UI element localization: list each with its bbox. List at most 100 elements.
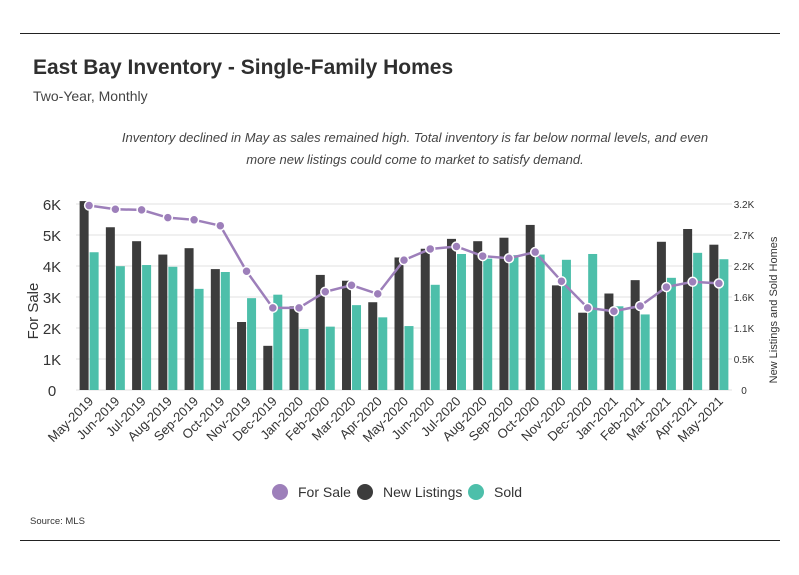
new-listings-bar: [210, 269, 220, 390]
new-listings-bar: [446, 238, 456, 390]
sold-bar: [168, 266, 178, 390]
new-listings-bar: [683, 228, 693, 390]
sold-bar: [614, 306, 624, 390]
sold-bar: [115, 266, 125, 390]
legend-label: New Listings: [383, 484, 462, 500]
for-sale-point: [687, 276, 698, 288]
sold-bar: [509, 255, 519, 390]
sold-bar: [588, 253, 598, 390]
new-listings-bar: [604, 293, 614, 390]
right-axis-label: New Listings and Sold Homes: [768, 236, 780, 383]
legend: For Sale New Listings Sold: [272, 484, 522, 500]
legend-label: Sold: [494, 484, 522, 500]
for-sale-point: [424, 243, 436, 255]
left-tick-label: 0: [48, 383, 56, 400]
new-listings-bar: [289, 306, 299, 390]
for-sale-point: [634, 300, 646, 312]
chart-subtitle: Two-Year, Monthly: [33, 88, 148, 104]
for-sale-point: [451, 241, 462, 252]
for-sale-point: [398, 254, 410, 266]
right-tick-label: 0.5K: [734, 355, 755, 366]
sold-bar: [483, 258, 493, 390]
sold-bar: [430, 284, 440, 390]
for-sale-point: [320, 286, 331, 297]
source-note: Source: MLS: [30, 516, 85, 527]
new-listings-bar: [237, 321, 247, 390]
for-sale-point: [529, 246, 541, 258]
for-sale-point: [293, 302, 305, 314]
new-listings-bar: [184, 248, 194, 390]
new-listings-bar: [105, 227, 115, 390]
legend-swatch: [357, 484, 373, 500]
left-tick-label: 5K: [43, 228, 61, 245]
new-listings-bar: [132, 241, 142, 390]
sold-bar: [404, 326, 414, 390]
sold-bar: [220, 272, 230, 390]
new-listings-bar: [525, 224, 535, 390]
new-listings-bar: [499, 237, 509, 390]
legend-swatch: [468, 484, 484, 500]
sold-bar: [247, 298, 257, 390]
new-listings-bar: [709, 244, 719, 390]
for-sale-point: [110, 204, 121, 215]
sold-bar: [666, 277, 676, 390]
bars: [79, 201, 729, 390]
for-sale-point: [582, 302, 593, 314]
sold-bar: [693, 252, 703, 390]
for-sale-point: [661, 281, 672, 293]
new-listings-bar: [79, 201, 89, 390]
sold-bar: [142, 265, 152, 390]
for-sale-line: [83, 200, 725, 317]
right-tick-label: 3.2K: [734, 200, 755, 211]
new-listings-bar: [578, 312, 588, 390]
right-tick-label: 1.6K: [734, 293, 755, 304]
sold-bar: [535, 254, 545, 390]
new-listings-bar: [342, 280, 352, 390]
for-sale-point: [162, 212, 174, 223]
x-axis-ticks: May-2019Jun-2019Jul-2019Aug-2019Sep-2019…: [45, 394, 726, 445]
left-axis-ticks: 0 1K 2K 3K 4K 5K 6K: [43, 197, 61, 400]
for-sale-point: [477, 250, 488, 262]
sold-bar: [89, 252, 99, 390]
left-axis-label: For Sale: [25, 283, 42, 340]
right-tick-label: 2.7K: [734, 231, 755, 242]
chart-title: East Bay Inventory - Single-Family Homes: [33, 56, 454, 79]
new-listings-bar: [158, 254, 168, 390]
for-sale-point: [83, 200, 95, 211]
bottom-rule: [20, 540, 780, 541]
sold-bar: [299, 328, 309, 390]
for-sale-point: [215, 220, 226, 231]
for-sale-point: [136, 204, 147, 216]
sold-bar: [194, 288, 204, 390]
for-sale-point: [372, 288, 384, 300]
for-sale-point: [556, 275, 567, 287]
for-sale-point: [713, 278, 725, 289]
for-sale-point: [188, 214, 200, 226]
left-tick-label: 4K: [43, 259, 61, 276]
sold-bar: [561, 259, 571, 390]
sold-bar: [352, 305, 362, 390]
left-tick-label: 2K: [43, 321, 61, 338]
for-sale-point: [346, 279, 357, 291]
sold-bar: [640, 314, 650, 390]
left-tick-label: 1K: [43, 352, 61, 369]
sold-bar: [378, 317, 388, 390]
legend-swatch: [272, 484, 288, 500]
right-tick-label: 2.2K: [734, 262, 755, 273]
right-tick-label: 1.1K: [734, 324, 755, 335]
new-listings-bar: [630, 280, 640, 390]
new-listings-bar: [420, 248, 430, 390]
new-listings-bar: [656, 241, 666, 390]
sold-bar: [456, 253, 466, 390]
chart-annotation: Inventory declined in May as sales remai…: [121, 130, 709, 167]
new-listings-bar: [394, 257, 404, 390]
left-tick-label: 6K: [43, 197, 61, 214]
for-sale-point: [608, 306, 620, 317]
new-listings-bar: [473, 241, 483, 390]
new-listings-bar: [315, 274, 325, 390]
left-tick-label: 3K: [43, 290, 61, 307]
legend-label: For Sale: [298, 484, 351, 500]
sold-bar: [719, 259, 729, 390]
top-rule: [20, 33, 780, 34]
